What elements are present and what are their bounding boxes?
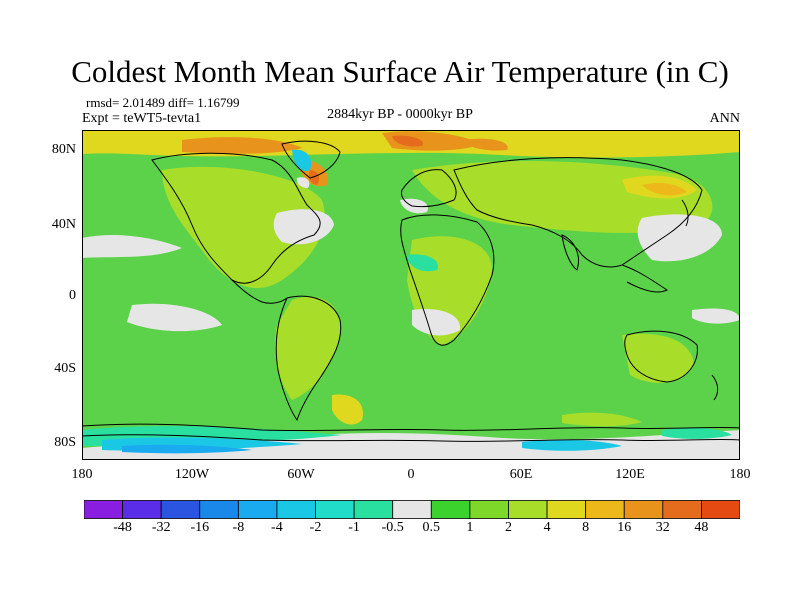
colorbar-tick-label: 2 (505, 520, 512, 535)
neutral-patch-south-atlantic (412, 309, 461, 336)
colorbar-box (392, 500, 432, 519)
x-axis-label-60e: 60E (509, 467, 533, 482)
warm-field-south-atlantic (332, 394, 363, 425)
coast-europe (401, 169, 457, 208)
colorbar-box (315, 500, 355, 519)
coast-south-america (275, 295, 342, 422)
colorbar-box (585, 500, 625, 519)
colorbar-tick-label: 16 (617, 520, 632, 535)
colorbar-tick-label: 1 (466, 520, 474, 535)
y-axis-label-40n: 40N (51, 217, 76, 232)
colorbar-box (83, 500, 123, 519)
colorbar-tick-label: -1 (348, 520, 360, 535)
warm-field-australia (622, 333, 694, 383)
coast-southeast-asia (621, 264, 668, 293)
warm-field-arctic-north-america (182, 137, 302, 154)
colorbar-box (430, 500, 471, 519)
cool-patch-greenland (292, 149, 312, 172)
neutral-patch-north-pacific (637, 214, 722, 262)
colorbar-box (160, 500, 201, 519)
colorbar-box (662, 500, 702, 519)
colorbar-tick-label: -0.5 (381, 520, 404, 535)
colorbar-box (546, 500, 587, 519)
warm-field-north-america (162, 166, 325, 289)
warm-field-arctic-east (462, 138, 508, 151)
colorbar-box (276, 500, 316, 519)
coast-antarctica-inner (82, 434, 740, 442)
coast-asia (453, 157, 703, 268)
map-canvas (82, 130, 740, 460)
warm-field-antarctic-patch (562, 412, 642, 427)
colorbar-tick-label: -32 (151, 520, 171, 535)
neutral-patch-southern-ocean (82, 430, 740, 460)
warm-field-arctic-siberia (392, 135, 423, 147)
y-axis-label-80n: 80N (51, 142, 76, 157)
x-axis-label-60w: 60W (287, 467, 315, 482)
warm-field-south-america (275, 296, 341, 400)
colorbar-box (508, 500, 548, 519)
coast-central-america (231, 279, 288, 304)
period-label: 2884kyr BP - 0000kyr BP (327, 107, 473, 122)
x-axis-label-180e: 180 (729, 467, 751, 482)
colorbar-box (237, 500, 278, 519)
temperature-map (82, 130, 740, 460)
coast-greenland (281, 140, 341, 179)
colorbar-tick-label: -16 (190, 520, 210, 535)
colorbar-tick-label: 32 (655, 520, 670, 535)
x-axis-label-120w: 120W (174, 467, 210, 482)
stats-line: rmsd= 2.01489 diff= 1.16799 (86, 95, 240, 110)
colorbar-boxes (83, 500, 741, 519)
x-axis-label-120e: 120E (615, 467, 645, 482)
y-axis-label-equator: 0 (69, 288, 76, 303)
neutral-patch-south-pacific-east (692, 308, 740, 324)
colorbar-tick-label: 8 (582, 520, 590, 535)
colorbar (83, 500, 741, 519)
colorbar-tick-label: -4 (271, 520, 283, 535)
colorbar-box (199, 500, 239, 519)
coast-india (561, 234, 579, 271)
page-title: Coldest Month Mean Surface Air Temperatu… (71, 54, 729, 89)
colorbar-box (353, 500, 394, 519)
cool-patch-antarctic-east (522, 439, 622, 451)
cool-patch-ross-sea (662, 427, 732, 439)
x-axis-label-0: 0 (407, 467, 415, 482)
colorbar-tick-label: 48 (694, 520, 709, 535)
neutral-patch-south-pacific-west (127, 303, 222, 332)
colorbar-tick-label: -2 (309, 520, 322, 535)
neutral-patch-tropical-pacific (82, 235, 182, 258)
warm-field-east-asia-core (642, 182, 687, 196)
experiment-line: Expt = teWT5-tevta1 (82, 111, 202, 126)
colorbar-box (469, 500, 509, 519)
map-frame (82, 130, 740, 460)
coast-australia (624, 330, 698, 383)
colorbar-box (122, 500, 162, 519)
coastlines (82, 140, 740, 442)
coast-japan (681, 199, 689, 227)
cool-patch-southern-ocean-blue (122, 444, 252, 454)
coast-new-zealand (711, 374, 719, 401)
coast-north-america (151, 152, 321, 284)
y-axis-label-80s: 80S (54, 435, 76, 450)
colorbar-box (623, 500, 664, 519)
colorbar-tick-label: 4 (543, 520, 551, 535)
y-axis-label-40s: 40S (54, 361, 76, 376)
season-label: ANN (709, 111, 740, 126)
coast-africa (400, 214, 495, 346)
colorbar-tick-label: -8 (232, 520, 245, 535)
x-axis-label-180w: 180 (71, 467, 93, 482)
neutral-patch-hudson (296, 177, 310, 188)
colorbar-tick-label: 0.5 (422, 520, 441, 535)
coast-antarctica (82, 423, 740, 432)
warm-field-labrador-core (308, 170, 320, 185)
colorbar-box (701, 500, 741, 519)
cool-patch-tropical-atlantic (407, 254, 438, 272)
colorbar-tick-label: -48 (113, 520, 132, 535)
